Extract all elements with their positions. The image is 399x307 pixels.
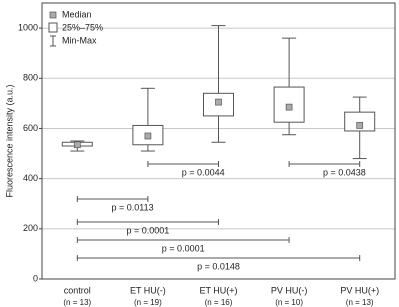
- p-value: p = 0.0113: [112, 202, 154, 212]
- n-label: (n = 13): [63, 298, 91, 307]
- x-tick-label: PV HU(+): [340, 285, 379, 295]
- p-value: p = 0.0148: [197, 261, 240, 271]
- median: [73, 141, 81, 149]
- legend-box: [48, 22, 58, 33]
- legend-median: [49, 11, 57, 19]
- median: [215, 98, 222, 106]
- y-tick-label: 1000: [18, 22, 38, 32]
- median: [285, 103, 293, 111]
- p-value: p = 0.0438: [323, 167, 366, 177]
- y-tick-label: 600: [23, 123, 38, 133]
- legend-label: Min-Max: [62, 35, 97, 45]
- n-label: (n = 10): [275, 298, 303, 307]
- median: [144, 132, 152, 140]
- x-tick-label: control: [64, 285, 91, 295]
- x-tick-label: PV HU(-): [271, 285, 308, 295]
- y-axis-title: Fluorescence intensity (a.u.): [4, 84, 14, 197]
- y-tick-label: 400: [23, 173, 38, 183]
- n-label: (n = 13): [346, 298, 374, 307]
- median: [356, 122, 364, 129]
- n-label: (n = 16): [205, 298, 233, 307]
- y-tick-label: 0: [33, 273, 38, 283]
- p-value: p = 0.0001: [162, 243, 205, 253]
- box: [344, 111, 376, 132]
- x-tick-label: ET HU(+): [199, 285, 237, 295]
- y-tick-label: 200: [23, 223, 38, 233]
- legend-label: 25%–75%: [62, 22, 103, 32]
- x-tick-label: ET HU(-): [130, 285, 166, 295]
- p-value: p = 0.0044: [182, 167, 225, 177]
- legend-label: Median: [62, 9, 92, 19]
- y-tick-label: 800: [23, 73, 38, 83]
- plot-frame: [41, 2, 396, 280]
- n-label: (n = 19): [134, 298, 162, 307]
- p-value: p = 0.0001: [127, 225, 170, 235]
